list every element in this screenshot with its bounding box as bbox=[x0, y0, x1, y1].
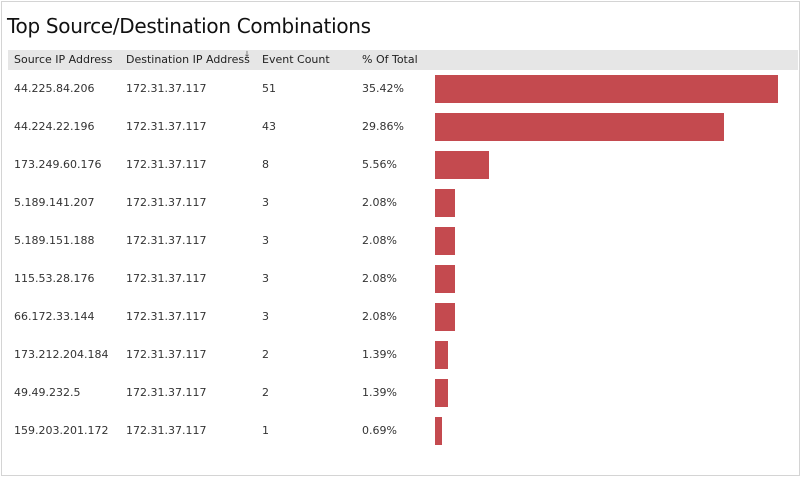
percent-bar bbox=[435, 417, 442, 445]
percent-of-total-cell: 0.69% bbox=[362, 424, 397, 437]
percent-bar bbox=[435, 75, 778, 103]
event-count-cell: 2 bbox=[262, 348, 269, 361]
percent-bar bbox=[435, 227, 455, 255]
event-count-cell: 3 bbox=[262, 234, 269, 247]
percent-bar bbox=[435, 151, 489, 179]
destination-ip-cell: 172.31.37.117 bbox=[126, 386, 207, 399]
event-count-cell: 3 bbox=[262, 272, 269, 285]
event-count-cell: 8 bbox=[262, 158, 269, 171]
table-row[interactable]: 5.189.151.188 172.31.37.117 3 2.08% bbox=[8, 222, 798, 260]
percent-of-total-cell: 2.08% bbox=[362, 234, 397, 247]
destination-ip-cell: 172.31.37.117 bbox=[126, 120, 207, 133]
destination-ip-cell: 172.31.37.117 bbox=[126, 348, 207, 361]
table-row[interactable]: 173.212.204.184 172.31.37.117 2 1.39% bbox=[8, 336, 798, 374]
event-count-cell: 51 bbox=[262, 82, 276, 95]
percent-bar bbox=[435, 189, 455, 217]
table-row[interactable]: 5.189.141.207 172.31.37.117 3 2.08% bbox=[8, 184, 798, 222]
destination-ip-cell: 172.31.37.117 bbox=[126, 234, 207, 247]
event-count-cell: 43 bbox=[262, 120, 276, 133]
column-header-source[interactable]: Source IP Address bbox=[14, 53, 113, 66]
source-ip-cell: 115.53.28.176 bbox=[14, 272, 95, 285]
table-row[interactable]: 49.49.232.5 172.31.37.117 2 1.39% bbox=[8, 374, 798, 412]
table-row[interactable]: 44.225.84.206 172.31.37.117 51 35.42% bbox=[8, 70, 798, 108]
destination-ip-cell: 172.31.37.117 bbox=[126, 82, 207, 95]
widget-title: Top Source/Destination Combinations bbox=[7, 14, 371, 38]
destination-ip-cell: 172.31.37.117 bbox=[126, 196, 207, 209]
destination-ip-cell: 172.31.37.117 bbox=[126, 272, 207, 285]
source-ip-cell: 49.49.232.5 bbox=[14, 386, 81, 399]
column-header-destination[interactable]: Destination IP Address bbox=[126, 53, 250, 66]
table-row[interactable]: 159.203.201.172 172.31.37.117 1 0.69% bbox=[8, 412, 798, 450]
source-ip-cell: 159.203.201.172 bbox=[14, 424, 109, 437]
destination-ip-cell: 172.31.37.117 bbox=[126, 158, 207, 171]
table-row[interactable]: 115.53.28.176 172.31.37.117 3 2.08% bbox=[8, 260, 798, 298]
source-ip-cell: 173.212.204.184 bbox=[14, 348, 109, 361]
percent-of-total-cell: 2.08% bbox=[362, 272, 397, 285]
source-ip-cell: 5.189.141.207 bbox=[14, 196, 95, 209]
percent-bar bbox=[435, 341, 448, 369]
percent-of-total-cell: 2.08% bbox=[362, 196, 397, 209]
event-count-cell: 3 bbox=[262, 310, 269, 323]
percent-of-total-cell: 35.42% bbox=[362, 82, 404, 95]
percent-bar bbox=[435, 303, 455, 331]
percent-bar bbox=[435, 379, 448, 407]
percent-of-total-cell: 1.39% bbox=[362, 348, 397, 361]
event-count-cell: 2 bbox=[262, 386, 269, 399]
table-header: Source IP Address Destination IP Address… bbox=[8, 50, 798, 70]
source-ip-cell: 5.189.151.188 bbox=[14, 234, 95, 247]
table-row[interactable]: 66.172.33.144 172.31.37.117 3 2.08% bbox=[8, 298, 798, 336]
table-row[interactable]: 44.224.22.196 172.31.37.117 43 29.86% bbox=[8, 108, 798, 146]
destination-ip-cell: 172.31.37.117 bbox=[126, 424, 207, 437]
destination-ip-cell: 172.31.37.117 bbox=[126, 310, 207, 323]
event-count-cell: 1 bbox=[262, 424, 269, 437]
column-header-count[interactable]: Event Count bbox=[262, 53, 330, 66]
sort-descending-icon[interactable]: ⤓ bbox=[245, 50, 249, 60]
percent-bar bbox=[435, 265, 455, 293]
percent-of-total-cell: 2.08% bbox=[362, 310, 397, 323]
source-ip-cell: 173.249.60.176 bbox=[14, 158, 102, 171]
event-count-cell: 3 bbox=[262, 196, 269, 209]
column-header-percent[interactable]: % Of Total bbox=[362, 53, 418, 66]
percent-of-total-cell: 29.86% bbox=[362, 120, 404, 133]
percent-of-total-cell: 5.56% bbox=[362, 158, 397, 171]
source-ip-cell: 66.172.33.144 bbox=[14, 310, 95, 323]
percent-of-total-cell: 1.39% bbox=[362, 386, 397, 399]
percent-bar bbox=[435, 113, 724, 141]
table-row[interactable]: 173.249.60.176 172.31.37.117 8 5.56% bbox=[8, 146, 798, 184]
source-ip-cell: 44.224.22.196 bbox=[14, 120, 95, 133]
source-ip-cell: 44.225.84.206 bbox=[14, 82, 95, 95]
